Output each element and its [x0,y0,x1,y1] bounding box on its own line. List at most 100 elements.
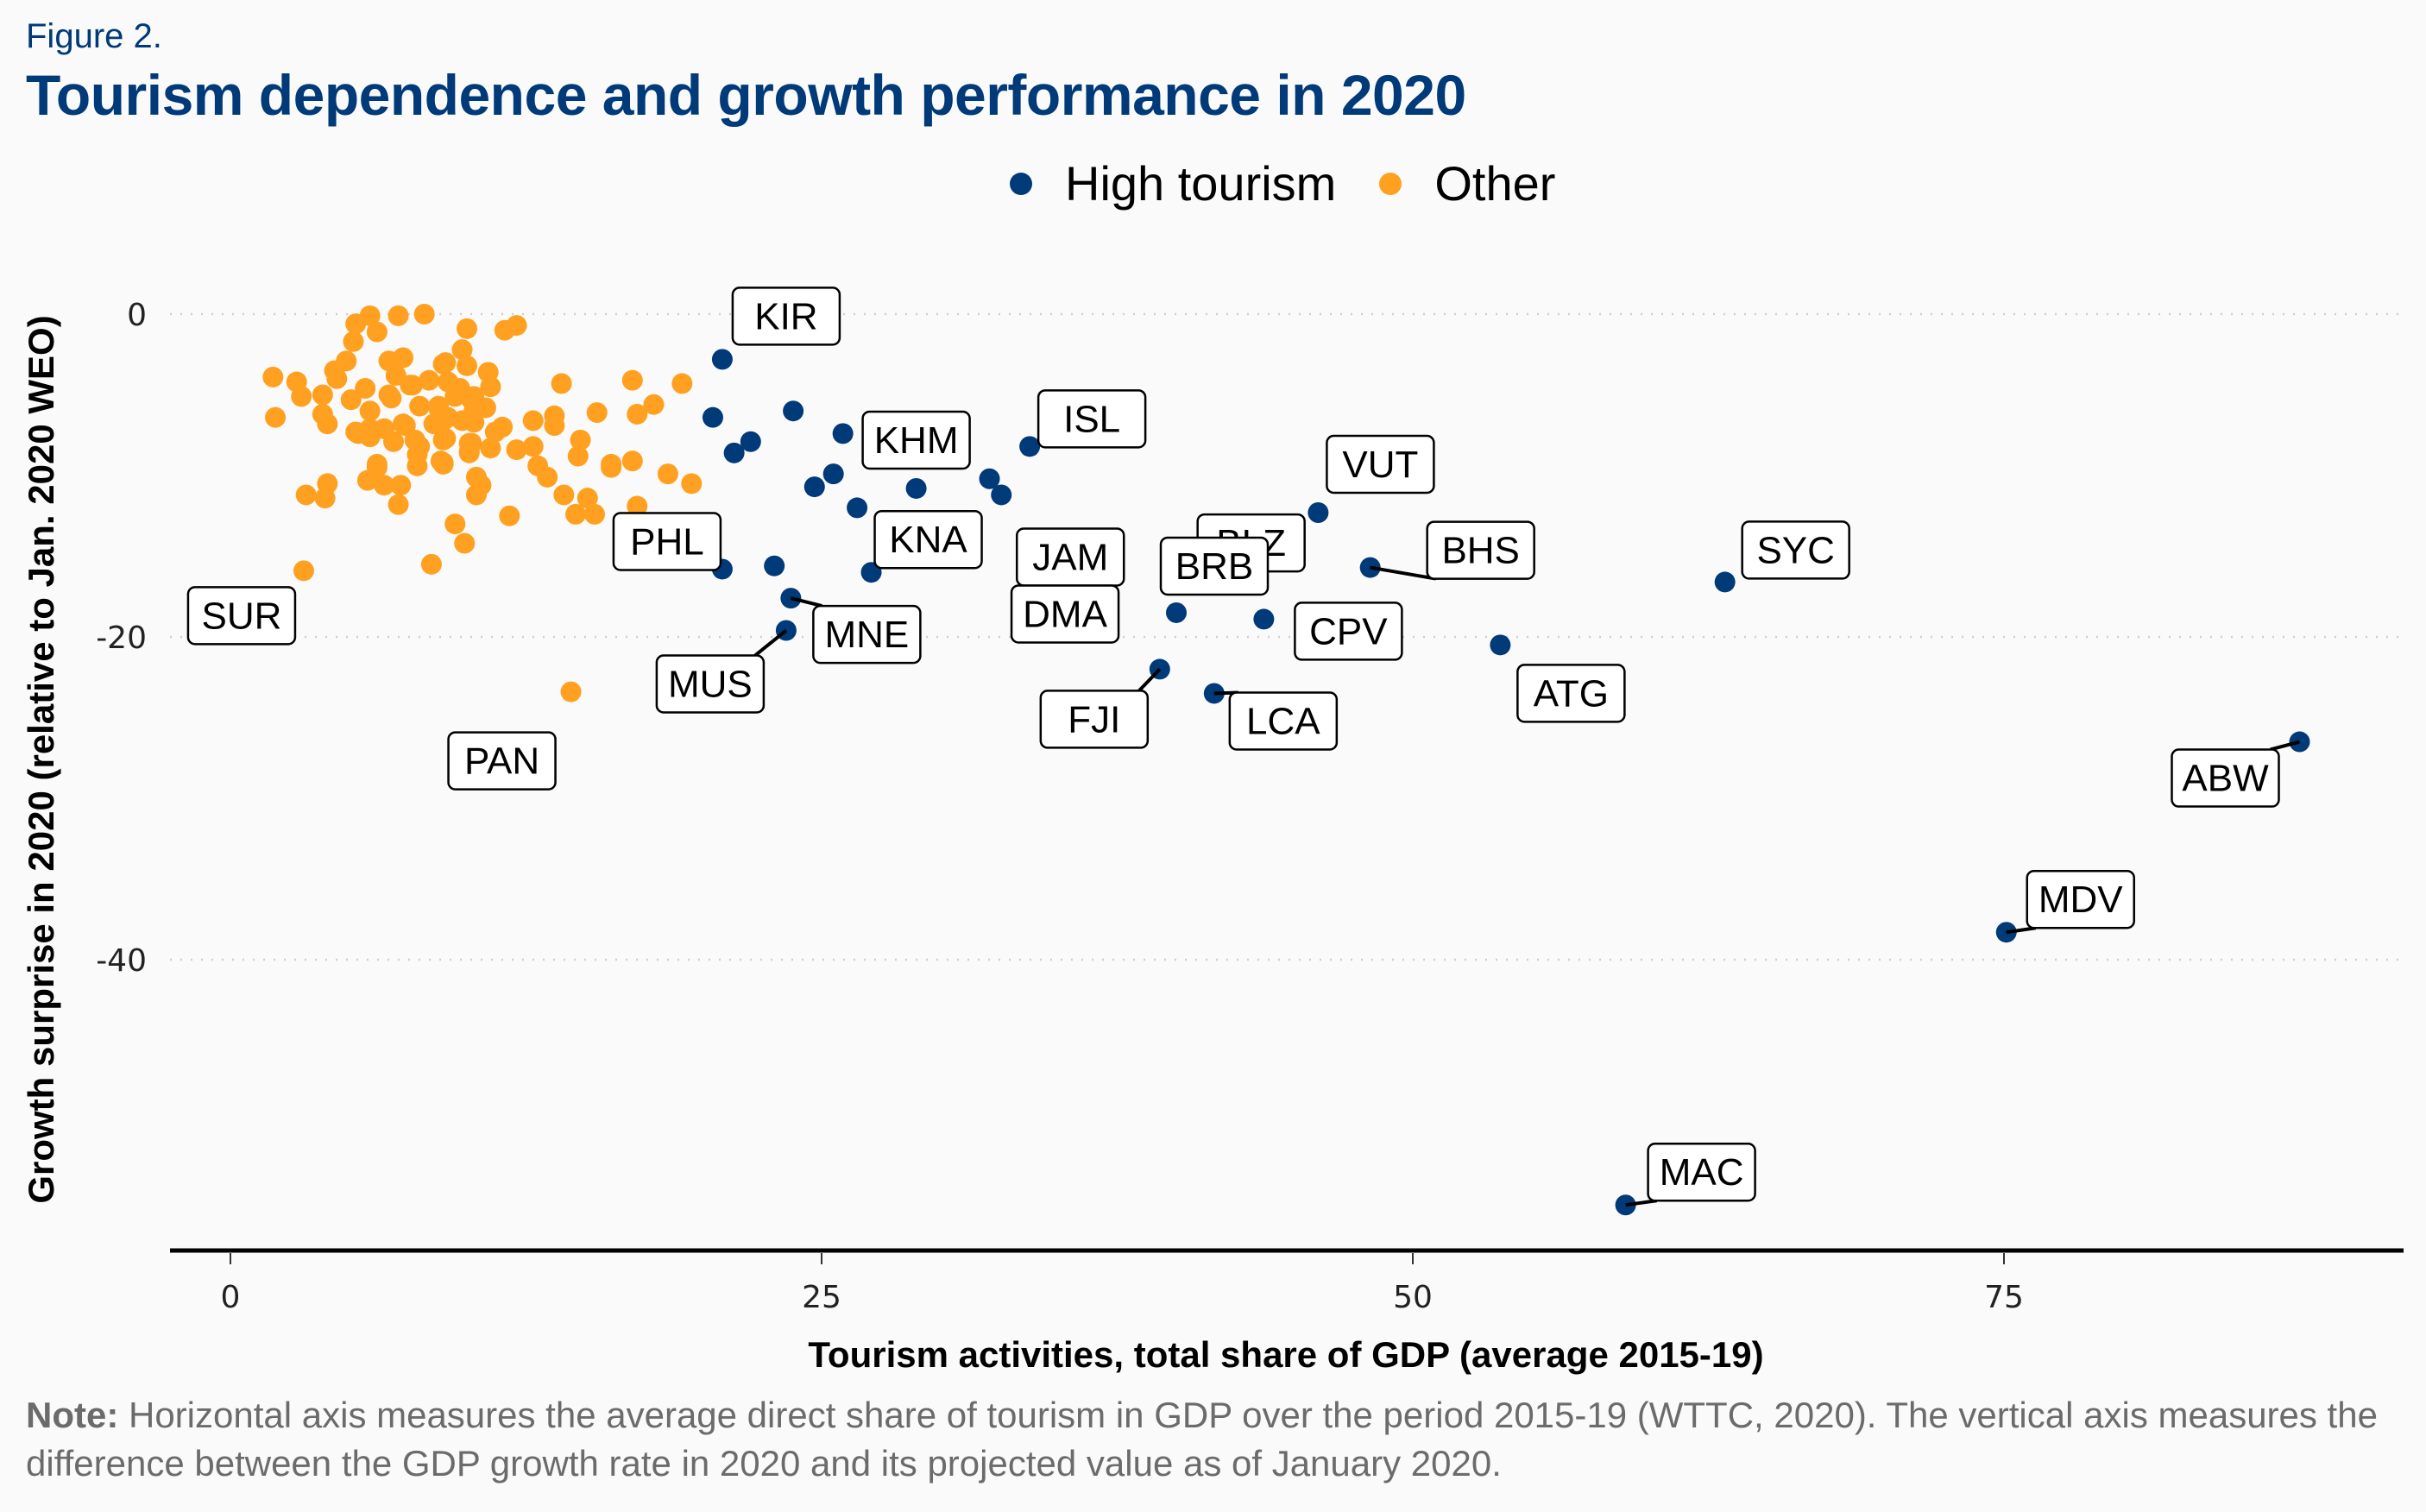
point-high-tourism [991,484,1012,506]
point-other [291,386,312,407]
leader-line [2006,926,2037,935]
label-text: PHL [630,520,704,563]
point-other [454,532,476,554]
label-box [1741,520,1850,580]
label-box [2026,869,2135,929]
point-other [522,436,544,457]
point-label-kna: KNA [873,509,983,570]
leader-line [753,628,788,658]
point-other [383,431,405,452]
label-box [1426,520,1535,580]
y-tick-label: 0 [127,298,147,333]
point-label-mne: MNE [790,596,922,665]
label-box [1010,584,1120,644]
point-other [522,410,544,432]
point-high-tourism [702,406,723,428]
point-label-vut: VUT [1326,434,1435,495]
point-high-tourism [711,349,733,370]
label-text: LCA [1246,700,1320,742]
point-other [457,355,477,376]
label-box [1039,690,1150,749]
point-other [451,339,473,361]
point-other [432,429,454,450]
point-labels: KIRKHMISLJAMPHLKNAMNEMUSDMABLZBRBFJIVUTB… [186,287,2301,1207]
point-high-tourism [764,555,785,576]
point-other [551,373,572,394]
point-high-tourism [1253,608,1275,630]
y-tick-label: -20 [96,621,147,656]
point-other [345,313,367,335]
label-text: MUS [668,664,753,706]
point-high-tourism [740,431,761,452]
leader-line [2269,740,2301,752]
point-other [401,375,423,396]
point-other [463,400,485,422]
point-other [326,368,348,389]
label-box [2171,748,2280,808]
point-label-kir: KIR [731,287,841,346]
point-other [560,681,582,702]
legend-label: High tourism [1065,156,1337,211]
legend-item-high-tourism: High tourism [1010,155,1336,211]
point-other [480,438,501,459]
legend: High tourism Other [1010,155,1598,211]
point-other [314,488,336,509]
point-other [553,484,575,506]
point-other [506,315,527,337]
label-text: ABW [2182,758,2269,800]
label-box [812,604,922,665]
label-box [861,410,971,470]
chart-title: Tourism dependence and growth performanc… [26,63,1466,127]
point-other [432,410,454,432]
point-label-brb: BRB [1159,536,1270,596]
note-text: Horizontal axis measures the average dir… [26,1395,2378,1484]
label-box [447,731,557,791]
data-points [262,304,2310,1216]
point-high-tourism [723,442,745,463]
point-label-abw: ABW [2171,740,2301,808]
point-other [621,369,643,391]
point-other [484,421,506,443]
point-high-tourism [1490,634,1511,656]
label-text: MDV [2038,879,2123,921]
point-high-tourism [905,477,927,499]
point-other [366,321,388,343]
point-other [657,463,678,485]
point-other [499,505,520,526]
note: Note: Horizontal axis measures the avera… [26,1391,2408,1488]
point-other [567,445,589,467]
label-text: PAN [464,740,539,783]
label-text: MAC [1660,1151,1744,1194]
point-label-syc: SYC [1741,520,1850,580]
leader-line [1370,565,1437,581]
point-other [565,503,587,525]
point-other [627,495,648,517]
point-other [537,466,558,488]
label-text: BHS [1441,530,1519,572]
label-box [1326,434,1435,495]
point-other [262,366,284,387]
label-text: FJI [1068,698,1120,740]
point-label-jam: JAM [1015,527,1125,587]
point-other [465,484,487,506]
point-other [444,513,466,535]
point-other [457,318,477,339]
point-label-mac: MAC [1625,1142,1756,1207]
legend-label: Other [1434,156,1556,211]
y-tick-label: -40 [96,943,147,979]
point-other [506,439,527,461]
point-label-fji: FJI [1039,668,1162,749]
point-other [621,450,643,472]
point-other [295,484,317,506]
point-other [378,384,400,406]
point-high-tourism [979,468,1000,489]
note-prefix: Note: [26,1395,119,1435]
point-other [390,475,412,496]
point-high-tourism [1308,502,1329,524]
legend-dot-icon [1010,172,1032,195]
point-other [340,389,362,411]
label-text: MNE [824,614,909,656]
label-text: CPV [1309,610,1388,652]
figure-label: Figure 2. [26,17,162,55]
point-other [293,560,314,582]
